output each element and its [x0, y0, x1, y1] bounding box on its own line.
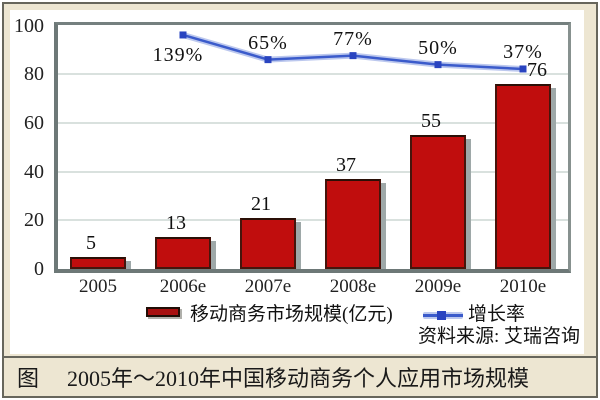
y-tick-label: 20	[24, 209, 44, 232]
growth-rate-label: 50%	[418, 36, 458, 59]
bar-value-label: 21	[251, 192, 271, 215]
x-tick-label: 2008e	[329, 276, 377, 297]
y-tick-label: 100	[14, 14, 44, 37]
bar	[70, 256, 126, 269]
bar	[325, 178, 381, 269]
bar	[240, 217, 296, 269]
source-note: 资料来源: 艾瑞咨询	[417, 326, 580, 347]
growth-line	[179, 31, 527, 73]
line-marker-icon	[349, 52, 357, 60]
legend-line-swatch	[423, 310, 463, 321]
x-tick-label: 2006e	[159, 276, 207, 297]
growth-rate-label: 65%	[248, 31, 288, 54]
line-marker-icon	[179, 31, 187, 39]
bar-value-label: 5	[86, 231, 96, 254]
x-tick-label: 2009e	[414, 276, 462, 297]
gridline	[58, 73, 568, 76]
legend-line-label: 增长率	[468, 304, 526, 325]
figure-caption: 图 2005年～2010年中国移动商务个人应用市场规模	[4, 356, 596, 396]
line-marker-icon	[264, 56, 272, 64]
bar-value-label: 76	[527, 59, 547, 82]
bar-value-label: 37	[336, 153, 356, 176]
figure-caption-text: 2005年～2010年中国移动商务个人应用市场规模	[67, 366, 530, 391]
legend-bar-label: 移动商务市场规模(亿元)	[190, 304, 393, 325]
x-tick-label: 2010e	[499, 276, 547, 297]
y-tick-label: 40	[24, 160, 44, 183]
bar	[155, 237, 211, 269]
x-tick-label: 2005	[79, 276, 117, 297]
line-marker-icon	[434, 61, 442, 69]
legend-bar-swatch	[146, 307, 180, 317]
plot-area	[54, 22, 571, 273]
chart-card: 移动商务市场规模(亿元) 增长率 资料来源: 艾瑞咨询 0 20 40 60 80 100…	[10, 10, 584, 354]
x-tick-label: 2007e	[244, 276, 292, 297]
figure-caption-prefix: 图	[17, 366, 40, 391]
y-tick-label: 80	[24, 63, 44, 86]
gridline	[58, 121, 568, 124]
growth-rate-label: 37%	[503, 40, 543, 63]
line-marker-icon	[519, 65, 527, 73]
bar-value-label: 13	[166, 212, 186, 235]
gridline	[58, 170, 568, 173]
gridline	[58, 219, 568, 222]
bar-value-label: 55	[421, 110, 441, 133]
bar	[495, 84, 551, 269]
legend-line-marker-icon	[437, 311, 446, 320]
y-tick-label: 60	[24, 111, 44, 134]
bar	[410, 135, 466, 269]
growth-rate-label: 77%	[333, 27, 373, 50]
y-tick-label: 0	[34, 258, 44, 280]
growth-rate-label: 139%	[152, 43, 204, 66]
